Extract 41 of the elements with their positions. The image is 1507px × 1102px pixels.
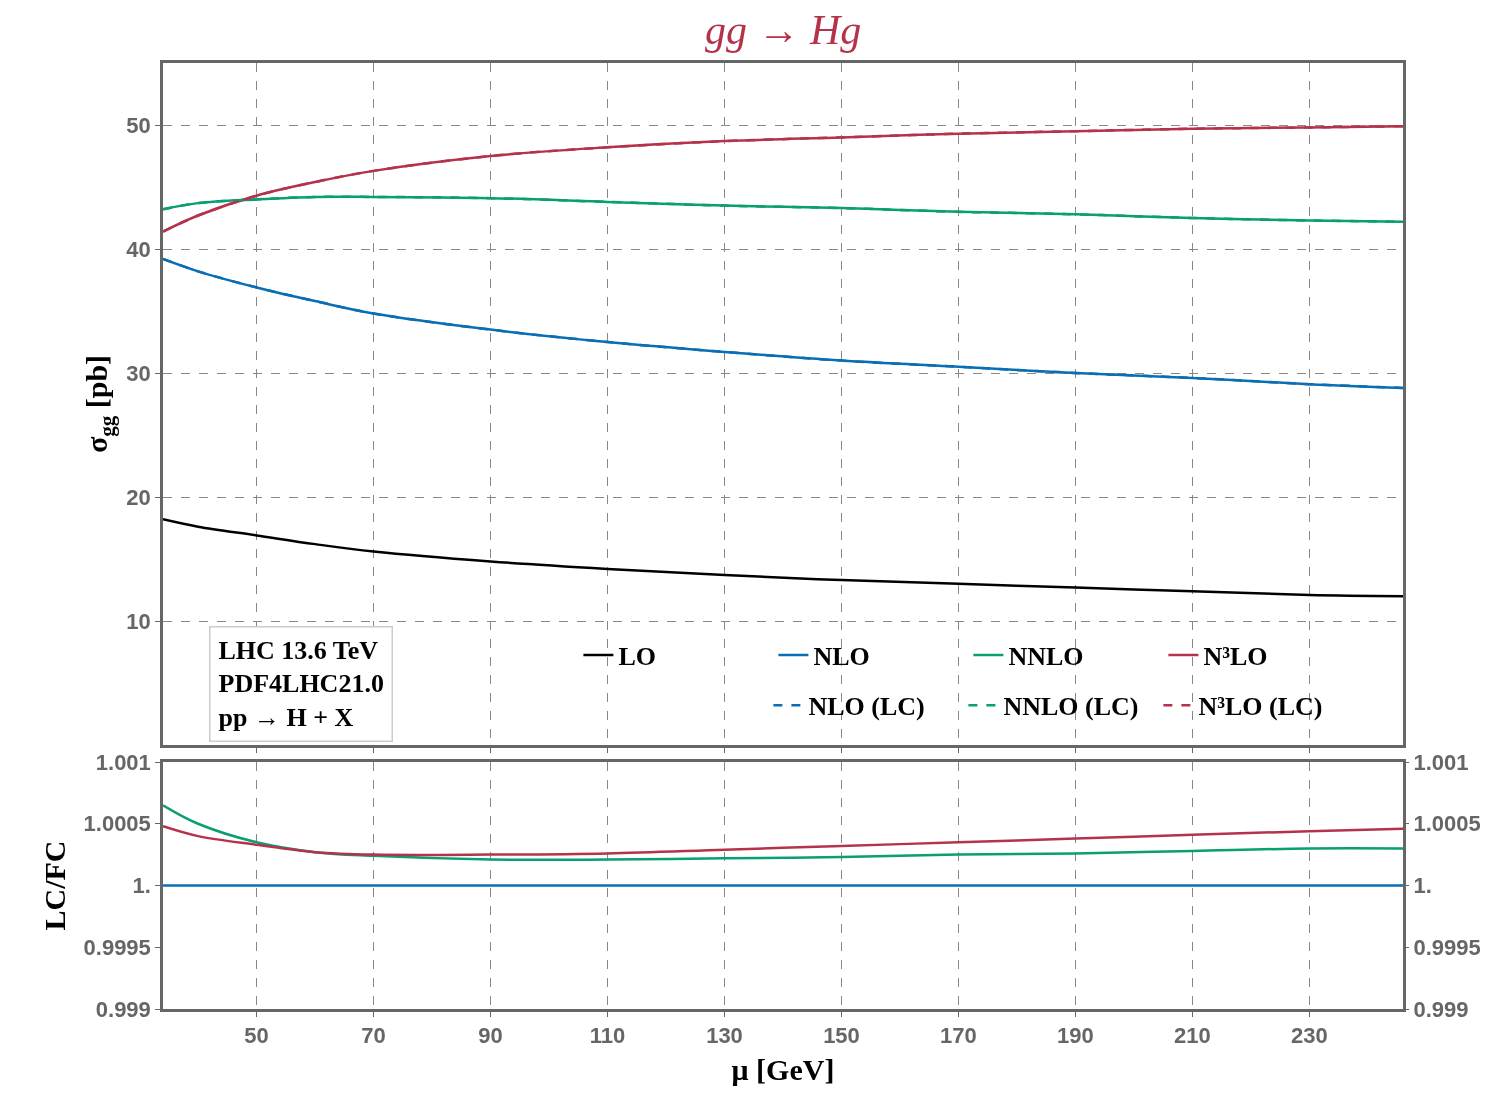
y2-tick-label: 1.0005 xyxy=(1413,811,1481,837)
x-tick-label: 70 xyxy=(361,1023,386,1049)
y2-tick-label: 1.001 xyxy=(1413,749,1469,775)
x-tick-label: 190 xyxy=(1057,1023,1094,1049)
legend-label: NNLO (LC) xyxy=(1003,692,1139,722)
annotation: LHC 13.6 TeV xyxy=(218,635,379,665)
legend-label: LO xyxy=(618,642,656,672)
legend-label: NLO (LC) xyxy=(808,692,925,722)
legend-label: NLO xyxy=(813,642,870,672)
y-tick-label: 1.001 xyxy=(95,749,151,775)
y-tick-label: 1.0005 xyxy=(83,811,151,837)
line-series xyxy=(163,824,1403,857)
annotation: pp → H + X xyxy=(218,703,354,733)
legend-label: NNLO xyxy=(1008,642,1084,672)
y-tick-label: 50 xyxy=(126,112,151,138)
x-tick-label: 230 xyxy=(1291,1023,1328,1049)
line-series xyxy=(163,803,1403,862)
x-tick-label: 170 xyxy=(940,1023,977,1049)
y-axis-title: LC/FC xyxy=(37,840,71,931)
y-tick-label: 10 xyxy=(126,608,151,634)
legend-label: N³LO (LC) xyxy=(1198,692,1323,722)
y-tick-label: 20 xyxy=(126,484,151,510)
x-axis-title: μ [GeV] xyxy=(731,1052,835,1086)
chart-title: gg → Hg xyxy=(705,7,862,53)
y-tick-label: 0.999 xyxy=(95,996,151,1022)
legend-label: N³LO xyxy=(1203,642,1268,672)
x-tick-label: 210 xyxy=(1174,1023,1211,1049)
y2-tick-label: 0.9995 xyxy=(1413,934,1481,960)
y-tick-label: 30 xyxy=(126,360,151,386)
x-tick-label: 130 xyxy=(706,1023,743,1049)
y-tick-label: 1. xyxy=(132,873,151,899)
y-tick-label: 0.9995 xyxy=(83,934,151,960)
x-tick-label: 110 xyxy=(589,1023,626,1049)
annotation: PDF4LHC21.0 xyxy=(218,669,384,699)
x-tick-label: 50 xyxy=(244,1023,269,1049)
y-tick-label: 40 xyxy=(126,236,151,262)
y2-tick-label: 1. xyxy=(1413,873,1432,899)
y2-tick-label: 0.999 xyxy=(1413,996,1469,1022)
x-tick-label: 150 xyxy=(823,1023,860,1049)
x-tick-label: 90 xyxy=(478,1023,503,1049)
line-series xyxy=(163,518,1403,598)
